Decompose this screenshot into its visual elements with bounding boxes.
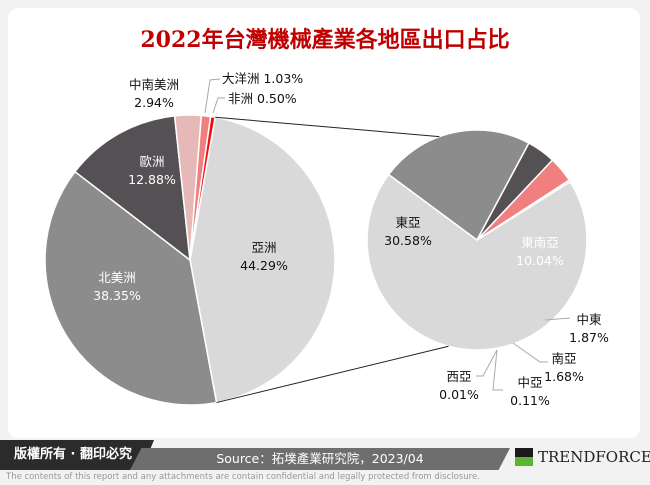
- logo-text: TRENDFORCE: [538, 448, 650, 466]
- leader-line: [476, 349, 498, 377]
- category-label: 中南美洲: [129, 77, 179, 92]
- pie-slice: [189, 115, 217, 261]
- pie-slice: [387, 129, 530, 242]
- category-label: 非洲 0.50%: [228, 91, 297, 106]
- data-label: 2.94%: [134, 95, 174, 110]
- connector-line: [216, 345, 449, 404]
- data-label: 38.35%: [93, 288, 141, 303]
- chart-title: 2022年台灣機械產業各地區出口占比: [140, 27, 510, 53]
- pie-slice: [189, 116, 336, 404]
- copyright-label: 版權所有 · 翻印必究: [0, 440, 154, 470]
- category-label: 南亞: [551, 351, 576, 366]
- pie-slice: [73, 114, 191, 262]
- data-label: 1.68%: [544, 369, 584, 384]
- data-label: 12.88%: [128, 172, 176, 187]
- pie-slice: [44, 170, 218, 406]
- category-label: 東亞: [395, 215, 420, 230]
- data-label: 10.04%: [516, 253, 564, 268]
- disclaimer: The contents of this report and any atta…: [6, 472, 480, 482]
- leader-line: [204, 78, 221, 114]
- data-label: 44.29%: [240, 258, 288, 273]
- trendforce-logo: TRENDFORCE: [515, 448, 650, 466]
- leader-line: [212, 97, 225, 114]
- data-label: 1.87%: [569, 330, 609, 345]
- category-label: 歐洲: [139, 154, 164, 169]
- pie-slice: [366, 173, 588, 351]
- data-label: 30.58%: [384, 233, 432, 248]
- category-label: 中東: [576, 312, 602, 327]
- data-label: 0.11%: [510, 393, 550, 408]
- leader-line: [492, 349, 503, 391]
- category-label: 中亞: [517, 375, 542, 390]
- data-label: 0.01%: [439, 387, 479, 402]
- category-label: 亞洲: [251, 240, 276, 255]
- category-label: 東南亞: [521, 235, 559, 250]
- category-label: 北美洲: [98, 270, 136, 285]
- source-label: Source：拓墣產業研究院，2023/04: [130, 448, 510, 470]
- pie-of-pie-chart: 亞洲 44.29% 北美洲 38.35% 歐洲 12.88% 中南美洲 2.94% 大洋洲 1.…: [44, 71, 609, 408]
- connector-line: [215, 116, 440, 138]
- leader-line: [512, 342, 548, 363]
- category-label: 大洋洲 1.03%: [222, 71, 303, 86]
- category-label: 西亞: [446, 369, 471, 384]
- leader-line: [544, 317, 571, 321]
- pie-slice: [476, 180, 572, 241]
- logo-mark-icon: [515, 448, 533, 466]
